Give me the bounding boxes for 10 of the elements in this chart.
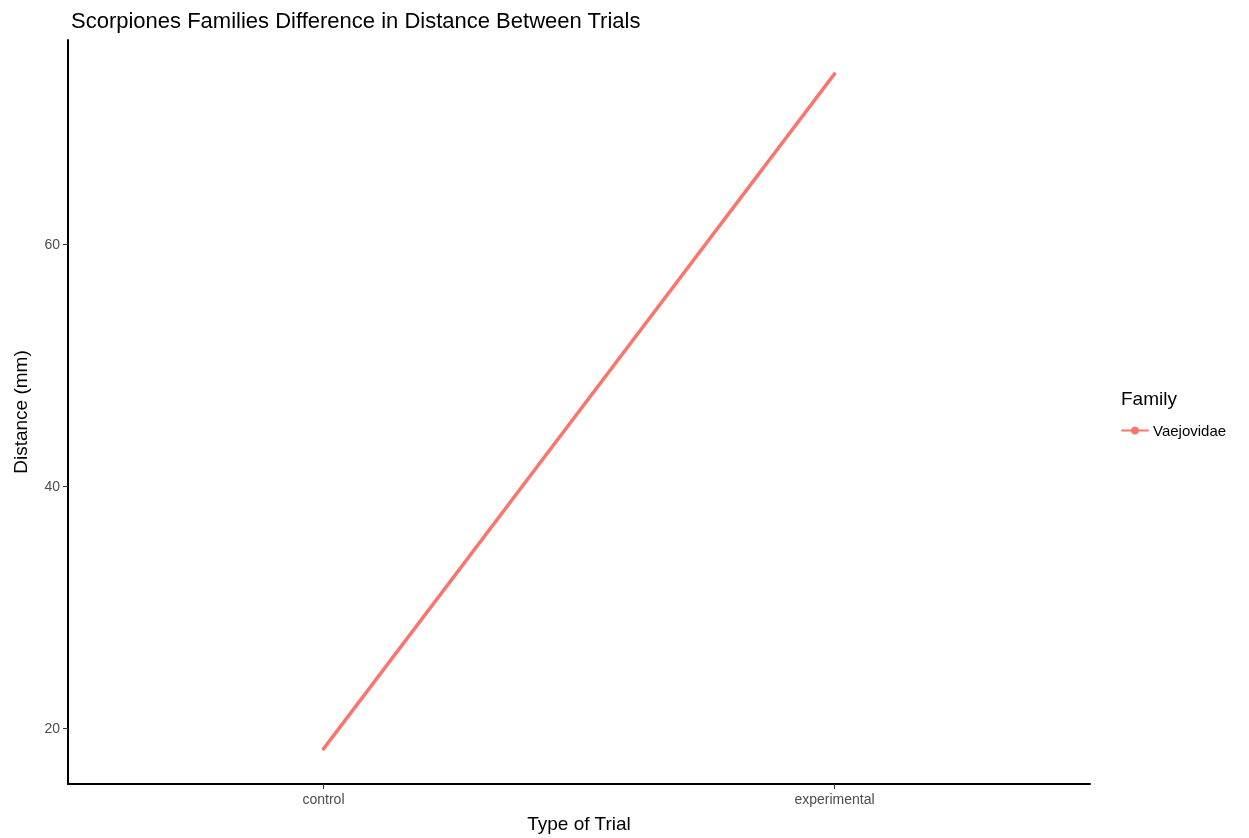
y-tick-label: 60 [44,236,61,253]
x-tick-label: control [302,791,345,807]
y-tick-label: 40 [44,478,61,495]
x-axis-title: Type of Trial [527,813,631,834]
legend-title: Family [1121,388,1178,409]
y-tick-label: 20 [44,720,61,737]
x-tick-label: experimental [794,791,875,807]
chart-title: Scorpiones Families Difference in Distance Between Trials [71,7,641,33]
y-axis-title: Distance (mm) [10,350,31,474]
legend-label: Vaejovidae [1153,422,1227,439]
